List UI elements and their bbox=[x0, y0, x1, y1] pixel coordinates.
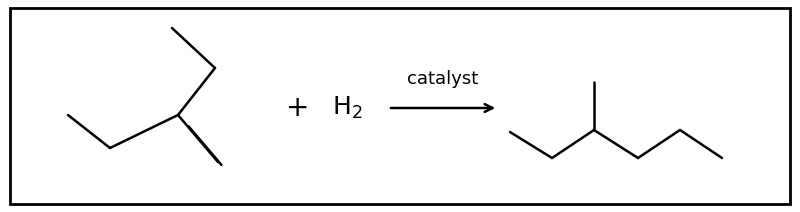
Text: +: + bbox=[286, 94, 310, 122]
Text: catalyst: catalyst bbox=[407, 70, 478, 88]
Text: $\mathregular{H_2}$: $\mathregular{H_2}$ bbox=[332, 95, 362, 121]
